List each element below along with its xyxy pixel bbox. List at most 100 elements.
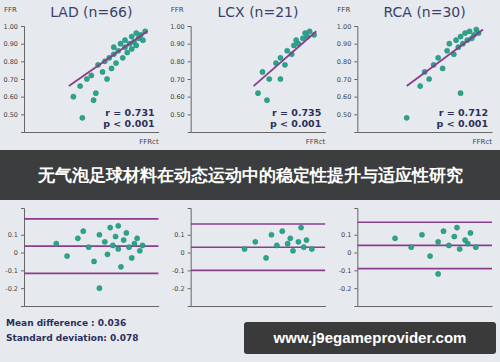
y-tick: -0.1 — [339, 267, 358, 275]
point — [253, 239, 258, 244]
y-tick-label: 0 — [181, 249, 185, 257]
point — [91, 259, 96, 264]
point — [465, 241, 470, 246]
point — [282, 62, 287, 67]
marks — [357, 222, 492, 276]
y-tick-label: 0.90 — [170, 40, 184, 48]
chart-svg: 0.500.600.700.800.901.00LAD (n=66)FFRFFR… — [0, 0, 500, 362]
annotation-patch — [436, 118, 489, 129]
y-tick: 0.70 — [337, 76, 357, 84]
point — [436, 271, 441, 276]
point — [118, 264, 123, 269]
y-tick: 1.00 — [4, 23, 24, 31]
y-tick-label: 0.70 — [337, 76, 351, 84]
point — [135, 236, 140, 241]
annotation-patch — [102, 118, 155, 129]
y-tick-label: 0.60 — [4, 93, 18, 101]
y-tick-label: -0.1 — [172, 267, 185, 275]
y-tick: -0.2 — [5, 285, 24, 293]
y-tick-mark — [21, 288, 24, 289]
y-tick-mark — [354, 61, 357, 62]
point — [427, 254, 432, 259]
x-axis-line — [25, 306, 160, 307]
point — [404, 115, 409, 120]
y-axis: 0.10-0.1-0.2 — [172, 209, 191, 307]
y-tick-mark — [188, 288, 191, 289]
point — [129, 255, 134, 260]
y-tick-label: -0.1 — [5, 267, 18, 275]
point — [84, 76, 89, 81]
point — [111, 45, 116, 50]
point — [468, 230, 473, 235]
y-tick-label: 0.70 — [170, 76, 184, 84]
y-tick-mark — [354, 288, 357, 289]
y-tick: 0.80 — [4, 58, 24, 66]
y-tick-mark — [188, 114, 191, 115]
point — [267, 76, 272, 81]
point — [467, 29, 472, 34]
y-tick: -0.2 — [172, 285, 191, 293]
point — [97, 286, 102, 291]
point — [140, 38, 145, 43]
watermark-text: www.j9egameprovider.com — [273, 329, 467, 346]
annotation-patch — [104, 107, 155, 118]
y-tick-mark — [188, 235, 191, 236]
point — [110, 243, 115, 248]
panel: 0.500.600.700.800.901.00LCX (n=21)FFRFFR… — [170, 4, 326, 146]
y-tick-mark — [354, 26, 357, 27]
y-tick-label: -0.1 — [339, 267, 352, 275]
point — [124, 230, 129, 235]
point — [263, 255, 268, 260]
annotation: Mean difference : 0.036 — [6, 318, 126, 328]
y-tick-mark — [188, 44, 191, 45]
point — [120, 55, 125, 60]
point — [93, 91, 98, 96]
watermark: www.j9egameprovider.com — [244, 322, 496, 354]
x-axis-line — [25, 132, 160, 133]
point — [446, 243, 451, 248]
y-axis-title: FFR — [171, 6, 184, 14]
point — [427, 76, 432, 81]
y-tick: 0.50 — [4, 111, 24, 119]
y-axis: 0.50 0.60 0.70 0.80 0.90 1.00 — [4, 23, 25, 133]
panel-title: RCA (n=30) — [384, 4, 466, 20]
point — [116, 223, 121, 228]
panel: 0.10-0.1-0.2 — [339, 209, 493, 307]
point — [89, 73, 94, 78]
y-tick-mark — [188, 26, 191, 27]
y-tick-label: 0.50 — [170, 111, 184, 119]
annotation-patch — [269, 118, 322, 129]
y-tick: 0.90 — [170, 40, 190, 48]
y-tick-label: 0.90 — [4, 40, 18, 48]
y-tick: 0.1 — [341, 231, 357, 239]
point — [458, 91, 463, 96]
banner-band — [0, 150, 500, 200]
y-tick: 0.50 — [337, 111, 357, 119]
y-tick-mark — [354, 44, 357, 45]
y-tick-label: 0.50 — [4, 111, 18, 119]
point — [307, 29, 312, 34]
point — [278, 76, 283, 81]
marks — [24, 219, 159, 291]
annotation: p < 0.001 — [103, 118, 154, 129]
y-tick: 0.70 — [4, 76, 24, 84]
reference-line — [24, 273, 159, 275]
reference-line — [191, 270, 326, 272]
point — [140, 243, 145, 248]
y-tick: 0.50 — [170, 111, 190, 119]
y-axis: 0.500.600.700.800.901.00 — [337, 23, 358, 133]
x-axis-line — [191, 306, 326, 307]
point — [97, 232, 102, 237]
chart-container: 0.500.600.700.800.901.00LAD (n=66)FFRFFR… — [0, 0, 500, 362]
reference-line — [357, 221, 492, 223]
reference-line — [191, 223, 326, 225]
y-axis: 0.500.600.700.800.901.00 — [170, 23, 191, 133]
point — [137, 248, 142, 253]
annotation: p < 0.001 — [437, 118, 488, 129]
annotation: Standard deviation: 0.078 — [6, 333, 139, 343]
y-tick-mark — [354, 114, 357, 115]
y-tick: 0.1 — [8, 231, 24, 239]
point — [105, 252, 110, 257]
point — [118, 41, 123, 46]
point — [419, 232, 424, 237]
